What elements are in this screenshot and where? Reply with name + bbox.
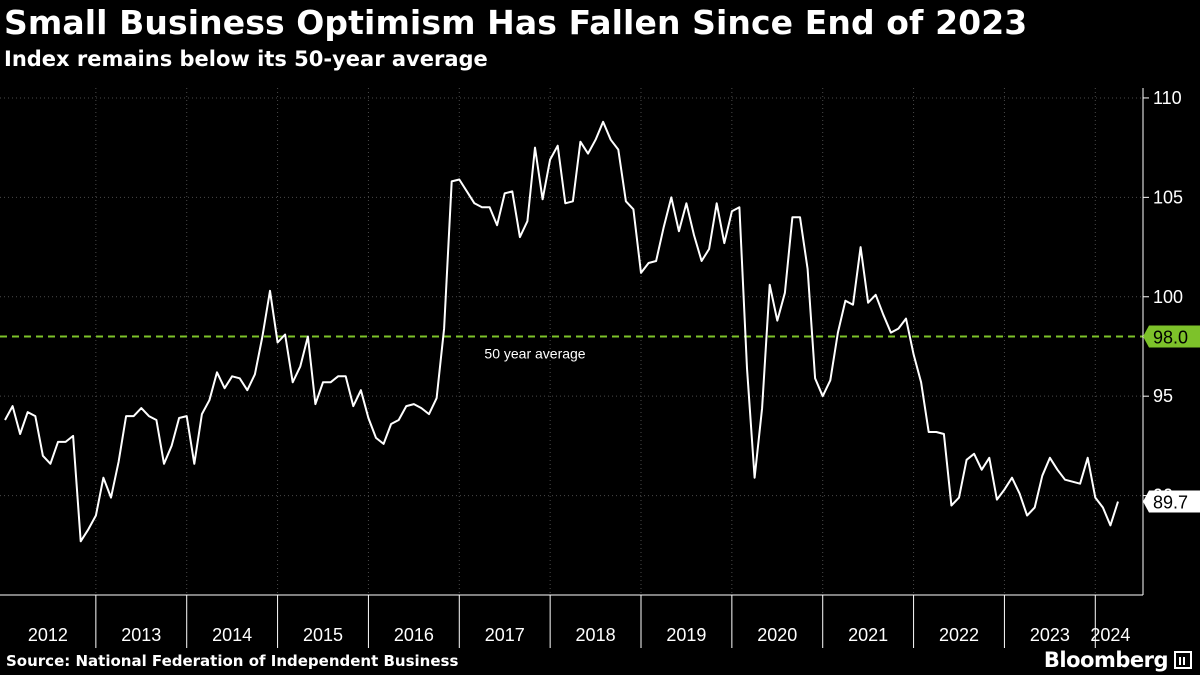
bloomberg-logo-icon [1174, 651, 1192, 669]
y-tick-label: 100 [1153, 287, 1183, 307]
x-tick-label: 2019 [666, 625, 706, 645]
average-value-label: 98.0 [1153, 328, 1188, 348]
latest-value-tag [1143, 490, 1200, 513]
average-value-tag [1143, 325, 1200, 348]
x-tick-label: 2016 [394, 625, 434, 645]
grid-lines [0, 88, 1143, 595]
average-reference: 50 year average [0, 335, 1143, 362]
average-reference-label: 50 year average [484, 346, 585, 362]
y-tick-label: 110 [1153, 88, 1182, 108]
chart-title: Small Business Optimism Has Fallen Since… [4, 3, 1028, 42]
x-tick-label: 2023 [1030, 625, 1070, 645]
x-tick-label: 2014 [212, 625, 252, 645]
source-note: Source: National Federation of Independe… [6, 652, 459, 670]
y-tick-label: 95 [1153, 386, 1173, 406]
x-tick-label: 2018 [576, 625, 616, 645]
chart-subtitle: Index remains below its 50-year average [4, 47, 488, 71]
brand-name: Bloomberg [1043, 648, 1169, 672]
brand-logo: Bloomberg [1044, 646, 1192, 674]
latest-value-label: 89.7 [1153, 493, 1188, 513]
x-tick-label: 2021 [848, 625, 888, 645]
x-tick-label: 2024 [1090, 625, 1130, 645]
y-tick-label: 105 [1153, 187, 1183, 207]
series-layer [4, 120, 1119, 543]
x-tick-label: 2012 [28, 625, 68, 645]
x-tick-label: 2013 [121, 625, 161, 645]
x-tick-label: 2022 [939, 625, 979, 645]
axes: 9095100105110201220132014201520162017201… [0, 88, 1183, 648]
optimism-index-line [4, 120, 1119, 543]
x-tick-label: 2015 [303, 625, 343, 645]
x-tick-label: 2020 [757, 625, 797, 645]
x-tick-label: 2017 [485, 625, 525, 645]
value-labels: 98.0 89.7 [1143, 325, 1200, 513]
